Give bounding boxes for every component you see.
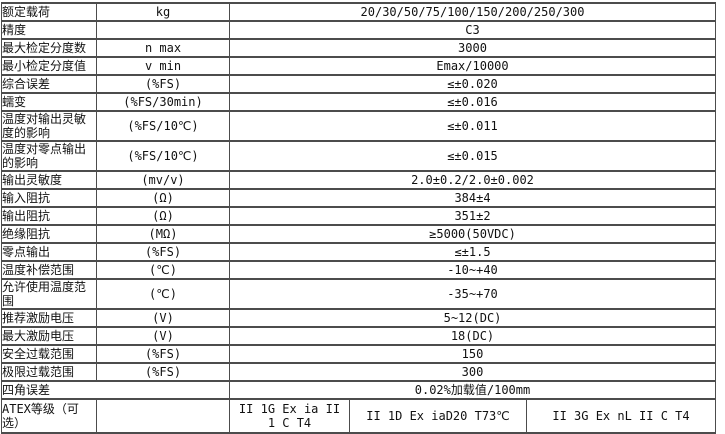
spec-label-cell: ATEX等级（可选）	[1, 398, 97, 434]
spec-unit-cell: n max	[96, 38, 230, 58]
spec-label-cell: 输入阻抗	[1, 188, 97, 208]
table-row: 绝缘阻抗 (MΩ) ≥5000(50VDC)	[1, 224, 716, 244]
spec-unit-cell: kg	[96, 2, 230, 22]
spec-label-cell: 输出灵敏度	[1, 170, 97, 190]
spec-unit-cell: (Ω)	[96, 188, 230, 208]
atex-option-cell: II 1G Ex ia II 1 C T4	[238, 402, 341, 430]
spec-label-cell: 精度	[1, 20, 97, 40]
spec-label-cell: 温度对零点输出的影响	[1, 140, 97, 172]
table-row: 输出灵敏度 (mv/v) 2.0±0.2/2.0±0.002	[1, 170, 716, 190]
spec-unit-cell: (%FS)	[96, 362, 230, 382]
spec-unit-cell: (℃)	[96, 260, 230, 280]
spec-label-cell: 温度对输出灵敏度的影响	[1, 110, 97, 142]
spec-label-cell: 推荐激励电压	[1, 308, 97, 328]
spec-value-cell: ≤±0.016	[229, 92, 716, 112]
spec-value-cell: 18(DC)	[229, 326, 716, 346]
table-row: 最小检定分度值 v min Emax/10000	[1, 56, 716, 76]
spec-value-cell: ≤±0.011	[229, 110, 716, 142]
table-row: 温度补偿范围 (℃) -10~+40	[1, 260, 716, 280]
spec-unit-cell: (%FS/30min)	[96, 92, 230, 112]
spec-label-cell: 极限过载范围	[1, 362, 97, 382]
atex-option-cell: II 3G Ex nL II C T4	[526, 401, 715, 431]
spec-unit-cell: (%FS/10℃)	[96, 140, 230, 172]
spec-value-cell: -10~+40	[229, 260, 716, 280]
atex-options: II 1G Ex ia II 1 C T4 II 1D Ex iaD20 T73…	[231, 401, 715, 431]
spec-value-cell: 2.0±0.2/2.0±0.002	[229, 170, 716, 190]
spec-value-cell: C3	[229, 20, 716, 40]
table-row: 额定载荷 kg 20/30/50/75/100/150/200/250/300	[1, 2, 716, 22]
table-row: 温度对输出灵敏度的影响 (%FS/10℃) ≤±0.011	[1, 110, 716, 142]
spec-value-cell: ≤±1.5	[229, 242, 716, 262]
spec-unit-cell: v min	[96, 56, 230, 76]
spec-label-cell: 安全过载范围	[1, 344, 97, 364]
spec-label-cell: 额定载荷	[1, 2, 97, 22]
table-row: 输出阻抗 (Ω) 351±2	[1, 206, 716, 226]
spec-unit-cell: (MΩ)	[96, 224, 230, 244]
table-row: 蠕变 (%FS/30min) ≤±0.016	[1, 92, 716, 112]
spec-value-cell: 384±4	[229, 188, 716, 208]
spec-unit-cell: (%FS)	[96, 74, 230, 94]
spec-label-cell: 温度补偿范围	[1, 260, 97, 280]
spec-unit-cell: (mv/v)	[96, 170, 230, 190]
spec-value-cell: 351±2	[229, 206, 716, 226]
spec-unit-cell: (%FS/10℃)	[96, 110, 230, 142]
table-row: 推荐激励电压 (V) 5~12(DC)	[1, 308, 716, 328]
spec-value-cell: II 1G Ex ia II 1 C T4 II 1D Ex iaD20 T73…	[229, 398, 716, 434]
table-row: 极限过载范围 (%FS) 300	[1, 362, 716, 382]
spec-label-cell: 最大检定分度数	[1, 38, 97, 58]
spec-value-cell: ≤±0.015	[229, 140, 716, 172]
table-row: 最大激励电压 (V) 18(DC)	[1, 326, 716, 346]
spec-value-cell: ≤±0.020	[229, 74, 716, 94]
spec-value-cell: 20/30/50/75/100/150/200/250/300	[229, 2, 716, 22]
spec-unit-cell	[96, 398, 230, 434]
spec-value-cell: 150	[229, 344, 716, 364]
spec-label-cell: 零点输出	[1, 242, 97, 262]
spec-label-cell: 最小检定分度值	[1, 56, 97, 76]
spec-label-cell: 输出阻抗	[1, 206, 97, 226]
table-row: 允许使用温度范围 (℃) -35~+70	[1, 278, 716, 310]
spec-value-cell: 0.02%加载值/100mm	[229, 380, 716, 400]
spec-value-cell: 5~12(DC)	[229, 308, 716, 328]
spec-unit-cell	[96, 20, 230, 40]
spec-label-cell: 允许使用温度范围	[1, 278, 97, 310]
spec-unit-cell: (%FS)	[96, 242, 230, 262]
table-row: ATEX等级（可选） II 1G Ex ia II 1 C T4 II 1D E…	[1, 398, 716, 434]
spec-label-cell: 最大激励电压	[1, 326, 97, 346]
table-row: 四角误差 0.02%加载值/100mm	[1, 380, 716, 400]
table-row: 安全过载范围 (%FS) 150	[1, 344, 716, 364]
table-row: 精度 C3	[1, 20, 716, 40]
spec-unit-cell: (Ω)	[96, 206, 230, 226]
spec-value-cell: ≥5000(50VDC)	[229, 224, 716, 244]
table-row: 温度对零点输出的影响 (%FS/10℃) ≤±0.015	[1, 140, 716, 172]
table-row: 零点输出 (%FS) ≤±1.5	[1, 242, 716, 262]
spec-unit-cell: (V)	[96, 308, 230, 328]
spec-value-cell: Emax/10000	[229, 56, 716, 76]
table-row: 输入阻抗 (Ω) 384±4	[1, 188, 716, 208]
spec-value-cell: -35~+70	[229, 278, 716, 310]
spec-label-cell-merged: 四角误差	[1, 380, 230, 400]
table-row: 综合误差 (%FS) ≤±0.020	[1, 74, 716, 94]
spec-label-cell: 蠕变	[1, 92, 97, 112]
spec-label-cell: 综合误差	[1, 74, 97, 94]
spec-unit-cell: (℃)	[96, 278, 230, 310]
spec-value-cell: 3000	[229, 38, 716, 58]
table-row: 最大检定分度数 n max 3000	[1, 38, 716, 58]
spec-label-cell: 绝缘阻抗	[1, 224, 97, 244]
spec-unit-cell: (%FS)	[96, 344, 230, 364]
spec-value-cell: 300	[229, 362, 716, 382]
spec-unit-cell: (V)	[96, 326, 230, 346]
atex-option-cell: II 1D Ex iaD20 T73℃	[349, 401, 526, 431]
